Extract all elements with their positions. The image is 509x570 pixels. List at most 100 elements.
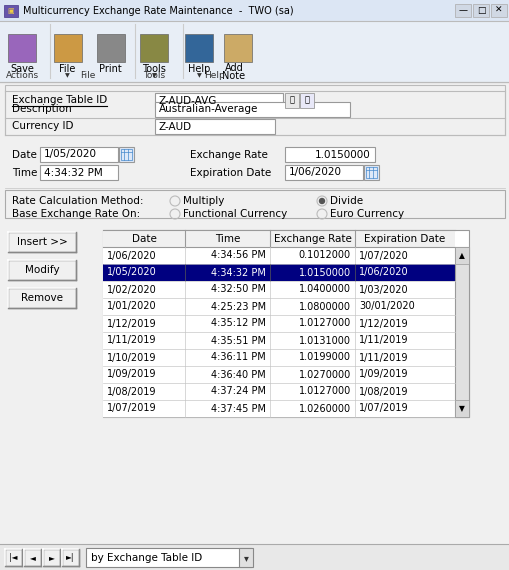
Bar: [103, 264, 454, 281]
Text: Base Exchange Rate On:: Base Exchange Rate On:: [12, 209, 140, 219]
Text: Print: Print: [98, 64, 121, 74]
Text: 1.0150000: 1.0150000: [298, 267, 350, 278]
Text: Description: Description: [12, 104, 72, 114]
Text: Euro Currency: Euro Currency: [329, 209, 403, 219]
Bar: [103, 349, 454, 366]
Text: ▼: ▼: [196, 74, 201, 79]
Text: 4:35:51 PM: 4:35:51 PM: [211, 336, 266, 345]
Text: Functional Currency: Functional Currency: [183, 209, 287, 219]
Bar: [103, 230, 454, 247]
Text: Add: Add: [224, 63, 243, 73]
Bar: [103, 383, 454, 400]
Text: Rate Calculation Method:: Rate Calculation Method:: [12, 196, 143, 206]
Bar: [365, 167, 376, 178]
Bar: [472, 4, 488, 17]
Bar: [454, 4, 470, 17]
Bar: [454, 400, 468, 417]
Text: Actions: Actions: [6, 71, 39, 80]
Text: ►: ►: [48, 553, 54, 562]
Text: 4:34:32 PM: 4:34:32 PM: [211, 267, 266, 278]
Bar: [8, 260, 76, 280]
Text: Exchange Rate: Exchange Rate: [190, 150, 267, 160]
Text: ►|: ►|: [66, 553, 75, 562]
Text: 1/02/2020: 1/02/2020: [107, 284, 156, 295]
Bar: [5, 190, 504, 218]
Circle shape: [319, 198, 324, 203]
Text: Help: Help: [187, 64, 210, 74]
Bar: [8, 34, 36, 62]
Text: ▣: ▣: [8, 8, 14, 14]
Text: 1/01/2020: 1/01/2020: [107, 302, 156, 311]
Text: 1/06/2020: 1/06/2020: [107, 250, 156, 260]
Bar: [285, 147, 374, 162]
Bar: [223, 34, 251, 62]
Text: 4:37:24 PM: 4:37:24 PM: [211, 386, 266, 397]
Text: 1/08/2019: 1/08/2019: [358, 386, 408, 397]
Bar: [62, 549, 79, 566]
Text: —: —: [458, 6, 467, 15]
Text: 1.0260000: 1.0260000: [298, 404, 350, 413]
Text: Insert >>: Insert >>: [17, 237, 67, 247]
Text: File: File: [59, 64, 75, 74]
Text: 0.1012000: 0.1012000: [298, 250, 350, 260]
Text: Currency ID: Currency ID: [12, 121, 73, 131]
Text: ✕: ✕: [494, 6, 502, 15]
Text: Time: Time: [214, 234, 240, 243]
Bar: [155, 119, 274, 134]
Text: 1/05/2020: 1/05/2020: [44, 149, 97, 160]
Bar: [54, 34, 82, 62]
Bar: [490, 4, 506, 17]
Bar: [8, 288, 76, 308]
Bar: [40, 165, 118, 180]
Bar: [103, 247, 454, 264]
Text: Time: Time: [12, 168, 37, 178]
Text: Z-AUD: Z-AUD: [159, 121, 192, 132]
Text: Multiply: Multiply: [183, 196, 224, 206]
Text: 4:34:32 PM: 4:34:32 PM: [44, 168, 102, 177]
Bar: [155, 102, 349, 117]
Text: 4:36:40 PM: 4:36:40 PM: [211, 369, 266, 380]
Bar: [0, 82, 509, 570]
Bar: [103, 315, 454, 332]
Bar: [140, 34, 167, 62]
Bar: [454, 247, 468, 417]
Bar: [119, 147, 134, 162]
Bar: [363, 165, 378, 180]
Text: Remove: Remove: [21, 293, 63, 303]
Text: 1.0150000: 1.0150000: [315, 149, 370, 160]
Text: Expiration Date: Expiration Date: [363, 234, 445, 243]
Text: Date: Date: [131, 234, 156, 243]
Text: 1/09/2019: 1/09/2019: [358, 369, 408, 380]
Text: 📄: 📄: [304, 96, 309, 104]
Text: ◄: ◄: [30, 553, 35, 562]
Bar: [43, 549, 60, 566]
Text: Note: Note: [222, 71, 245, 81]
Text: 1/06/2020: 1/06/2020: [289, 168, 342, 177]
Text: Expiration Date: Expiration Date: [190, 168, 271, 178]
Text: 1.0127000: 1.0127000: [298, 386, 350, 397]
Text: 1/07/2019: 1/07/2019: [107, 404, 156, 413]
Text: 🔍: 🔍: [289, 96, 294, 104]
Bar: [103, 366, 454, 383]
Text: 4:35:12 PM: 4:35:12 PM: [211, 319, 266, 328]
Text: 1/07/2019: 1/07/2019: [358, 404, 408, 413]
Text: 4:25:23 PM: 4:25:23 PM: [210, 302, 266, 311]
Text: 1.0400000: 1.0400000: [298, 284, 350, 295]
Bar: [121, 149, 132, 160]
Text: 1.0800000: 1.0800000: [298, 302, 350, 311]
Text: ▼: ▼: [65, 74, 69, 79]
Bar: [285, 93, 298, 108]
Text: 4:37:45 PM: 4:37:45 PM: [211, 404, 266, 413]
Text: 1.0131000: 1.0131000: [298, 336, 350, 345]
Text: Exchange Rate: Exchange Rate: [273, 234, 351, 243]
Bar: [103, 400, 454, 417]
Text: 1/07/2020: 1/07/2020: [358, 250, 408, 260]
Bar: [0, 544, 509, 570]
Bar: [4, 5, 18, 17]
Text: 1/05/2020: 1/05/2020: [107, 267, 156, 278]
Bar: [0, 0, 509, 21]
Bar: [239, 548, 252, 567]
Text: Date: Date: [12, 150, 37, 160]
Text: by Exchange Table ID: by Exchange Table ID: [91, 553, 202, 563]
Bar: [454, 247, 468, 264]
